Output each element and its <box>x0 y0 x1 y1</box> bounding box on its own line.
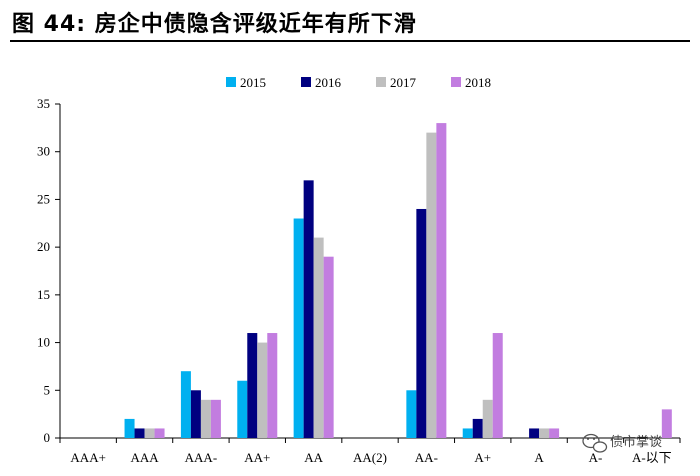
legend: 2015 2016 2017 2018 <box>226 75 491 90</box>
bar-2016-A <box>529 428 540 438</box>
legend-label-2015: 2015 <box>240 75 266 90</box>
wechat-icon <box>582 433 608 453</box>
x-category-label: AA(2) <box>353 450 387 465</box>
bar-2016-AAA <box>134 428 145 438</box>
y-tick-label: 15 <box>37 287 50 302</box>
title-rule <box>10 40 690 42</box>
bar-2015-AA- <box>406 390 417 438</box>
bar-2016-AA- <box>416 208 427 438</box>
bar-2015-AA+ <box>237 380 248 438</box>
x-category-label: AA+ <box>244 450 270 465</box>
bar-2018-AAA <box>154 428 165 438</box>
bar-2017-AAA- <box>200 399 211 438</box>
bar-2017-AA <box>313 237 324 438</box>
bar-2018-AAA- <box>210 399 221 438</box>
bar-2015-AAA <box>124 418 135 438</box>
bar-2017-AAA <box>144 428 155 438</box>
x-category-label: A <box>534 450 544 465</box>
figure-title: 图 44: 房企中债隐含评级近年有所下滑 <box>12 12 417 37</box>
y-tick-label: 35 <box>37 96 50 111</box>
bar-2018-AA- <box>436 123 447 438</box>
bar-2015-AA <box>293 218 304 438</box>
legend-swatch-2018 <box>451 77 461 87</box>
legend-label-2016: 2016 <box>315 75 342 90</box>
x-category-label: AA- <box>415 450 438 465</box>
watermark: 债市掌谈 <box>582 433 662 453</box>
bar-2017-AA+ <box>257 342 268 438</box>
bar-2016-AA+ <box>247 333 258 438</box>
bar-2018-A <box>549 428 560 438</box>
x-category-label: AAA+ <box>70 450 106 465</box>
legend-swatch-2016 <box>301 77 311 87</box>
y-tick-label: 0 <box>44 430 51 445</box>
y-tick-label: 10 <box>37 335 50 350</box>
y-tick-label: 30 <box>37 144 50 159</box>
legend-label-2018: 2018 <box>465 75 491 90</box>
x-category-label: A- <box>589 450 603 465</box>
x-category-label: AAA <box>130 450 159 465</box>
watermark-text: 债市掌谈 <box>610 434 662 450</box>
bars <box>124 123 672 439</box>
bar-2018-A-以下 <box>661 409 672 438</box>
bar-2018-AA <box>323 256 334 438</box>
bar-2017-A+ <box>482 399 493 438</box>
legend-swatch-2017 <box>376 77 386 87</box>
bar-2016-A+ <box>472 418 483 438</box>
x-category-label: A-以下 <box>632 450 672 465</box>
x-axis: AAA+ AAA AAA- AA+ AA AA(2) AA- A+ A A- A-以下 <box>59 437 681 465</box>
bar-2016-AAA- <box>190 390 201 438</box>
bar-2018-AA+ <box>267 333 278 438</box>
y-tick-label: 25 <box>37 191 50 206</box>
x-category-label: AAA- <box>185 450 218 465</box>
legend-label-2017: 2017 <box>390 75 417 90</box>
y-axis: 0 5 10 15 20 25 30 35 <box>37 96 61 445</box>
bar-2017-AA- <box>426 132 437 438</box>
legend-swatch-2015 <box>226 77 236 87</box>
y-tick-label: 5 <box>44 382 51 397</box>
x-category-label: AA <box>304 450 323 465</box>
bar-2018-A+ <box>492 333 503 438</box>
bar-2016-AA <box>303 180 314 439</box>
bar-2017-A <box>539 428 550 438</box>
x-category-label: A+ <box>474 450 491 465</box>
bar-2015-AAA- <box>180 371 191 438</box>
y-tick-label: 20 <box>37 239 50 254</box>
bar-2015-A+ <box>462 428 473 438</box>
